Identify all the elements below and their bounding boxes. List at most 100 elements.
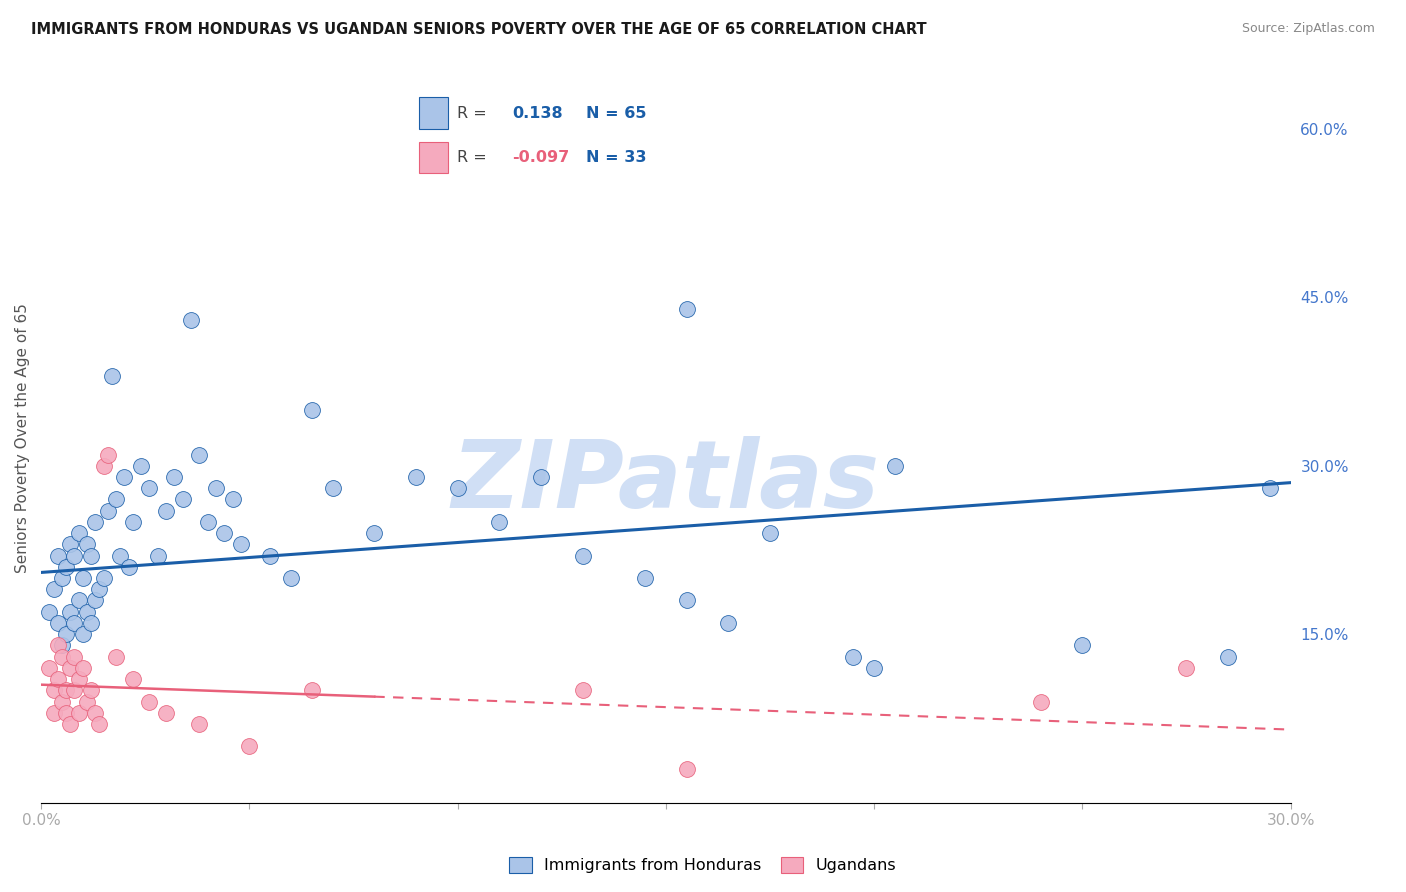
Point	[76, 694, 98, 708]
Point	[67, 706, 90, 720]
Point	[80, 683, 103, 698]
Point	[121, 515, 143, 529]
Point	[675, 593, 697, 607]
Point	[38, 661, 60, 675]
Point	[222, 492, 245, 507]
Point	[1175, 661, 1198, 675]
Point	[55, 559, 77, 574]
Point	[105, 649, 128, 664]
Point	[63, 615, 86, 630]
Point	[146, 549, 169, 563]
Point	[163, 470, 186, 484]
Point	[84, 593, 107, 607]
Point	[759, 526, 782, 541]
Point	[301, 402, 323, 417]
Point	[42, 706, 65, 720]
Point	[51, 649, 73, 664]
Point	[301, 683, 323, 698]
Point	[80, 615, 103, 630]
Point	[188, 448, 211, 462]
Point	[55, 627, 77, 641]
Point	[72, 571, 94, 585]
Point	[863, 661, 886, 675]
Point	[67, 526, 90, 541]
Point	[63, 549, 86, 563]
Point	[59, 717, 82, 731]
Point	[138, 694, 160, 708]
Point	[72, 627, 94, 641]
Point	[84, 515, 107, 529]
Point	[530, 470, 553, 484]
Point	[89, 717, 111, 731]
Point	[280, 571, 302, 585]
Point	[214, 526, 236, 541]
Point	[59, 661, 82, 675]
Point	[51, 571, 73, 585]
Point	[205, 481, 228, 495]
Point	[1216, 649, 1239, 664]
Point	[172, 492, 194, 507]
Y-axis label: Seniors Poverty Over the Age of 65: Seniors Poverty Over the Age of 65	[15, 302, 30, 573]
Point	[76, 605, 98, 619]
Point	[72, 661, 94, 675]
Point	[884, 458, 907, 473]
Point	[180, 313, 202, 327]
Point	[59, 605, 82, 619]
Point	[259, 549, 281, 563]
Point	[38, 605, 60, 619]
Point	[571, 549, 593, 563]
Text: Source: ZipAtlas.com: Source: ZipAtlas.com	[1241, 22, 1375, 36]
Point	[1071, 639, 1094, 653]
Point	[93, 571, 115, 585]
Point	[46, 639, 69, 653]
Point	[405, 470, 427, 484]
Point	[46, 672, 69, 686]
Point	[46, 615, 69, 630]
Point	[55, 706, 77, 720]
Point	[63, 683, 86, 698]
Point	[717, 615, 740, 630]
Point	[675, 762, 697, 776]
Point	[112, 470, 135, 484]
Point	[101, 369, 124, 384]
Point	[229, 537, 252, 551]
Point	[675, 301, 697, 316]
Text: IMMIGRANTS FROM HONDURAS VS UGANDAN SENIORS POVERTY OVER THE AGE OF 65 CORRELATI: IMMIGRANTS FROM HONDURAS VS UGANDAN SENI…	[31, 22, 927, 37]
Point	[97, 448, 120, 462]
Point	[59, 537, 82, 551]
Point	[446, 481, 468, 495]
Point	[55, 683, 77, 698]
Point	[67, 593, 90, 607]
Point	[634, 571, 657, 585]
Point	[842, 649, 865, 664]
Point	[197, 515, 219, 529]
Point	[51, 639, 73, 653]
Point	[129, 458, 152, 473]
Point	[155, 706, 177, 720]
Legend: Immigrants from Honduras, Ugandans: Immigrants from Honduras, Ugandans	[503, 850, 903, 880]
Point	[42, 582, 65, 597]
Point	[188, 717, 211, 731]
Point	[322, 481, 344, 495]
Point	[63, 649, 86, 664]
Point	[155, 504, 177, 518]
Point	[89, 582, 111, 597]
Point	[80, 549, 103, 563]
Point	[121, 672, 143, 686]
Point	[51, 694, 73, 708]
Point	[46, 549, 69, 563]
Point	[76, 537, 98, 551]
Point	[1258, 481, 1281, 495]
Point	[238, 739, 260, 754]
Point	[1029, 694, 1052, 708]
Point	[571, 683, 593, 698]
Text: ZIPatlas: ZIPatlas	[451, 435, 880, 527]
Point	[42, 683, 65, 698]
Point	[93, 458, 115, 473]
Point	[138, 481, 160, 495]
Point	[488, 515, 510, 529]
Point	[117, 559, 139, 574]
Point	[97, 504, 120, 518]
Point	[84, 706, 107, 720]
Point	[67, 672, 90, 686]
